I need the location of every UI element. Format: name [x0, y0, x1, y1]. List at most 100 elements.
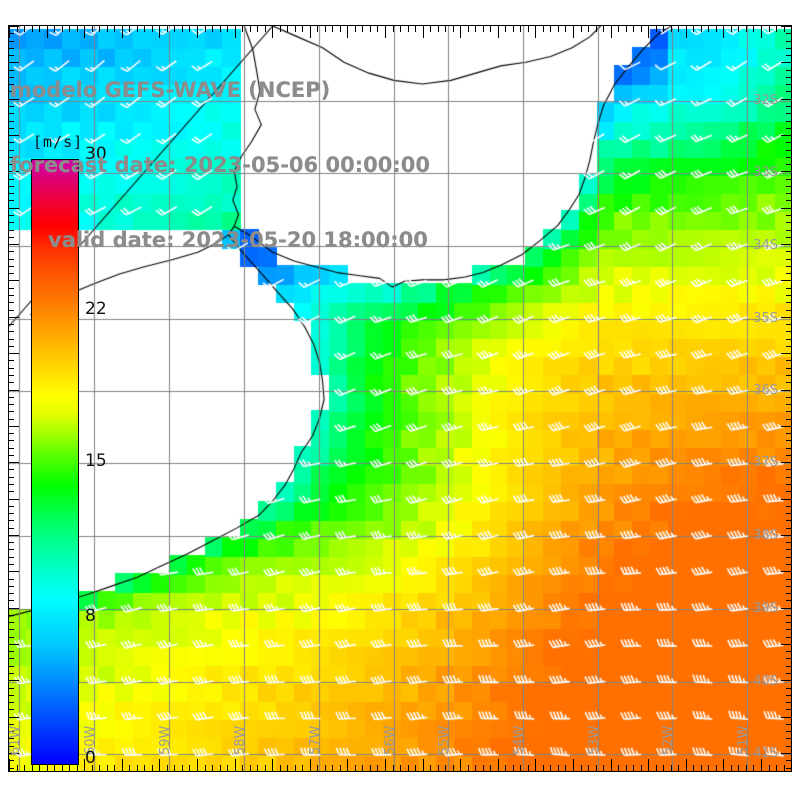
axis-tick	[354, 765, 356, 771]
axis-tick	[136, 26, 138, 32]
axis-tick	[114, 26, 116, 32]
axis-tick	[332, 26, 334, 32]
axis-ruler-bottom	[9, 758, 791, 771]
axis-tick	[212, 765, 214, 771]
axis-tick	[9, 280, 19, 282]
axis-tick	[9, 462, 19, 464]
colorbar	[31, 159, 79, 765]
axis-tick	[9, 629, 14, 631]
axis-tick	[490, 765, 492, 771]
axis-tick	[39, 765, 41, 771]
axis-tick	[9, 680, 19, 682]
axis-tick	[257, 26, 259, 32]
axis-tick	[287, 765, 289, 771]
axis-tick	[9, 454, 14, 456]
axis-tick	[204, 26, 206, 32]
axis-tick	[9, 149, 14, 151]
axis-tick	[181, 765, 183, 771]
axis-tick	[786, 142, 791, 144]
axis-tick	[9, 476, 14, 478]
axis-tick	[9, 200, 14, 202]
axis-tick	[9, 338, 14, 340]
axis-tick	[385, 26, 386, 38]
axis-tick	[527, 26, 529, 32]
axis-tick	[54, 26, 56, 32]
axis-tick	[9, 207, 19, 209]
axis-tick	[9, 767, 14, 769]
axis-tick	[9, 600, 14, 602]
axis-tick	[786, 309, 791, 311]
axis-tick	[302, 765, 304, 771]
axis-tick	[9, 389, 19, 391]
axis-tick	[9, 411, 14, 413]
axis-tick	[257, 765, 259, 771]
axis-tick	[482, 765, 484, 771]
axis-tick	[9, 193, 14, 195]
axis-tick	[9, 673, 14, 675]
axis-tick	[460, 759, 462, 771]
axis-tick	[9, 353, 19, 355]
axis-tick	[786, 491, 791, 493]
axis-tick	[781, 716, 791, 718]
axis-tick	[9, 404, 14, 406]
axis-tick	[786, 731, 791, 733]
axis-tick	[9, 665, 14, 667]
axis-tick	[9, 556, 14, 558]
axis-tick	[786, 745, 791, 747]
axis-tick	[9, 513, 14, 515]
axis-tick	[786, 178, 791, 180]
axis-tick	[309, 759, 311, 771]
axis-tick	[753, 26, 755, 32]
axis-tick	[144, 765, 146, 771]
lon-label: 55W	[437, 725, 452, 755]
axis-tick	[9, 251, 14, 253]
axis-tick	[9, 738, 14, 740]
axis-tick	[9, 164, 14, 166]
colorbar-tick: 22	[85, 299, 107, 319]
axis-tick	[786, 585, 791, 587]
axis-tick	[573, 759, 574, 771]
axis-tick	[9, 84, 14, 86]
axis-tick	[9, 731, 14, 733]
axis-tick	[9, 105, 14, 107]
axis-tick	[730, 765, 732, 771]
axis-tick	[786, 542, 791, 544]
axis-tick	[786, 673, 791, 675]
axis-tick	[407, 765, 409, 771]
axis-tick	[9, 759, 10, 771]
axis-tick	[9, 76, 14, 78]
axis-tick	[272, 759, 274, 771]
axis-tick	[786, 69, 791, 71]
axis-tick	[9, 294, 14, 296]
axis-tick	[9, 26, 19, 27]
axis-tick	[39, 26, 41, 32]
axis-tick	[9, 585, 14, 587]
axis-tick	[723, 26, 725, 38]
axis-tick	[9, 687, 14, 689]
axis-tick	[242, 765, 244, 771]
axis-tick	[786, 767, 791, 769]
axis-tick	[786, 760, 791, 762]
axis-tick	[781, 26, 791, 27]
axis-tick	[16, 765, 18, 771]
axis-tick	[362, 26, 364, 32]
axis-tick	[9, 433, 14, 435]
axis-tick	[781, 753, 791, 754]
axis-tick	[776, 26, 778, 32]
lon-label: 59W	[158, 725, 173, 755]
lon-label: 52W	[661, 725, 676, 755]
axis-tick	[415, 765, 417, 771]
axis-tick	[786, 236, 791, 238]
axis-tick	[786, 55, 791, 57]
map-plot-frame: 32S 33S 34S 35S 36S 37S 38S 39S 40S 41S 61W 60W 59W…	[8, 25, 792, 772]
axis-tick	[786, 520, 791, 522]
axis-tick	[91, 765, 93, 771]
axis-tick	[437, 765, 439, 771]
axis-tick	[640, 26, 642, 32]
axis-tick	[475, 26, 477, 32]
axis-tick	[279, 765, 281, 771]
axis-tick	[264, 26, 266, 32]
axis-tick	[9, 40, 14, 42]
axis-tick	[786, 622, 791, 624]
axis-tick	[786, 149, 791, 151]
